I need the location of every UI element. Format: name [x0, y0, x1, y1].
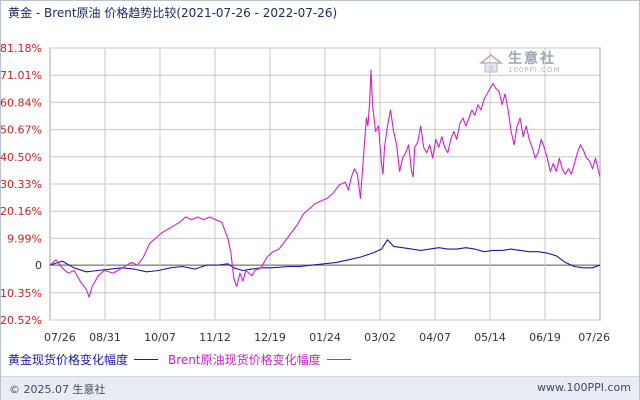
watermark-logo: 生意社 100PPI.COM: [478, 52, 561, 74]
footer-bar: © 2025.07 生意社 www.100PPI.com: [1, 376, 639, 400]
chart-title: 黄金 - Brent原油 价格趋势比较(2021-07-26 - 2022-07…: [8, 6, 338, 20]
y-tick-label: 0: [35, 259, 42, 272]
x-tick-label: 07/26: [44, 331, 76, 344]
x-tick-label: 04/07: [419, 331, 451, 344]
legend-item-brent: Brent原油现货价格变化幅度: [168, 351, 351, 368]
line-chart: 81.18% 71.01% 60.84% 50.67% 40.50% 30.33% 20.1…: [0, 42, 610, 344]
y-tick-label: 81.18%: [0, 42, 42, 55]
footer-copyright: © 2025.07 生意社: [9, 383, 106, 396]
legend-item-gold: 黄金现货价格变化幅度: [8, 351, 159, 368]
y-tick-label: 9.99%: [7, 232, 42, 245]
y-tick-label: -20.52%: [0, 314, 42, 327]
x-tick-label: 11/12: [199, 331, 231, 344]
y-tick-label: 30.33%: [0, 178, 42, 191]
legend-swatch-gold: [134, 359, 159, 360]
footer-site-link[interactable]: www.100PPI.com: [537, 381, 631, 394]
watermark-sub: 100PPI.COM: [508, 66, 561, 74]
y-tick-label: 40.50%: [0, 151, 42, 164]
x-tick-label: 12/19: [254, 331, 286, 344]
series-line-gold: [49, 239, 601, 273]
y-tick-label: 60.84%: [0, 96, 42, 109]
y-tick-label: -10.35%: [0, 287, 42, 300]
legend: 黄金现货价格变化幅度 Brent原油现货价格变化幅度: [8, 351, 361, 368]
x-tick-label: 07/26: [578, 331, 610, 344]
x-tick-label: 05/14: [474, 331, 506, 344]
house-icon: [478, 54, 504, 73]
y-tick-label: 71.01%: [0, 69, 42, 82]
legend-label-gold: 黄金现货价格变化幅度: [8, 353, 129, 367]
legend-swatch-brent: [326, 359, 351, 360]
y-tick-label: 50.67%: [0, 124, 42, 137]
series-line-brent: [49, 69, 601, 298]
x-tick-label: 08/31: [89, 331, 121, 344]
x-tick-label: 10/07: [144, 331, 176, 344]
x-tick-label: 01/24: [309, 331, 341, 344]
x-tick-label: 03/02: [364, 331, 396, 344]
x-tick-label: 06/19: [529, 331, 561, 344]
y-tick-label: 20.16%: [0, 205, 42, 218]
watermark-text: 生意社: [508, 51, 556, 67]
legend-label-brent: Brent原油现货价格变化幅度: [168, 353, 321, 367]
